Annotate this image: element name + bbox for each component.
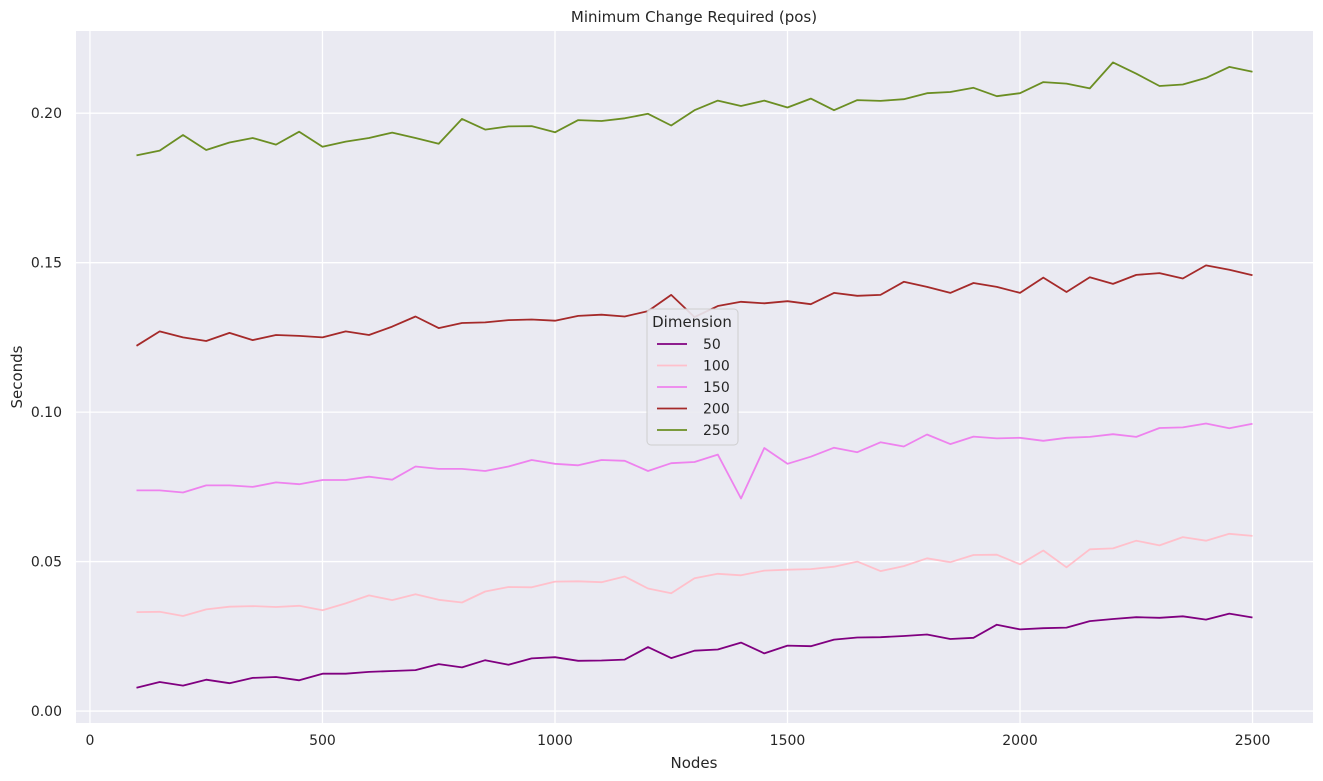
tick-labels: 0 500 1000 1500 2000 2500 0.00 0.05 0.10 0.15 0.20 xyxy=(31,106,1271,749)
legend: Dimension 50 100 150 200 250 xyxy=(646,308,739,446)
x-tick-label: 2000 xyxy=(1002,733,1038,749)
x-tick-label: 500 xyxy=(309,733,336,749)
y-tick-label: 0.05 xyxy=(31,555,62,571)
grid-lines xyxy=(76,31,1313,723)
legend-label-250: 250 xyxy=(703,423,730,439)
legend-label-150: 150 xyxy=(703,380,730,396)
y-tick-label: 0.15 xyxy=(31,256,62,272)
x-tick-label: 2500 xyxy=(1235,733,1271,749)
legend-label-100: 100 xyxy=(703,359,730,375)
legend-label-50: 50 xyxy=(703,337,721,353)
series-line-250 xyxy=(136,61,1253,157)
series-line-50 xyxy=(136,612,1253,689)
legend-items: 50 100 150 200 250 xyxy=(657,337,730,439)
x-tick-label: 1500 xyxy=(770,733,806,749)
y-tick-label: 0.20 xyxy=(31,106,62,122)
y-tick-label: 0.10 xyxy=(31,405,62,421)
y-axis-label: Seconds xyxy=(8,345,26,408)
series-line-100 xyxy=(136,532,1253,617)
legend-label-200: 200 xyxy=(703,402,730,418)
legend-frame xyxy=(646,308,739,446)
x-tick-label: 1000 xyxy=(537,733,573,749)
x-axis-label: Nodes xyxy=(671,754,718,772)
chart-title: Minimum Change Required (pos) xyxy=(571,8,817,26)
y-tick-label: 0.00 xyxy=(31,704,62,720)
x-tick-label: 0 xyxy=(85,733,94,749)
series-line-150 xyxy=(136,422,1253,500)
legend-title: Dimension xyxy=(652,313,732,331)
